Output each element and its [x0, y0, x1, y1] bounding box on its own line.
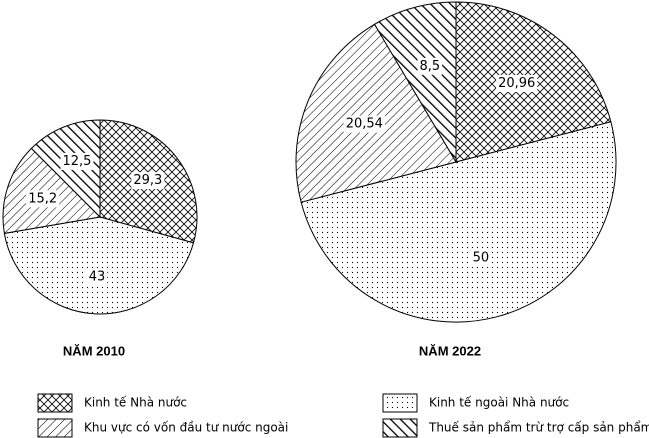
value-label-box — [131, 172, 165, 190]
pie-slice — [3, 216, 195, 315]
legend-swatch — [37, 418, 73, 438]
value-label: 15,2 — [28, 191, 57, 206]
pie-slice — [300, 121, 617, 323]
pie-slice — [373, 1, 457, 164]
legend-label: Kinh tế ngoài Nhà nước — [429, 396, 569, 410]
pie-slice — [295, 23, 457, 203]
value-label-box — [60, 152, 94, 170]
value-label: 29,3 — [133, 173, 162, 188]
value-label: 12,5 — [63, 154, 92, 169]
value-label-box — [496, 75, 538, 93]
legend-swatch — [382, 418, 418, 438]
legend-label: Kinh tế Nhà nước — [84, 396, 187, 410]
value-label: 50 — [473, 251, 490, 266]
value-label: 20,54 — [346, 117, 383, 132]
value-label-box — [417, 57, 443, 75]
legend-label: Khu vực có vốn đầu tư nước ngoài — [84, 421, 288, 435]
legend-label: Thuế sản phẩm trừ trợ cấp sản phẩm — [428, 421, 649, 435]
value-label: 8,5 — [419, 59, 440, 74]
legend-swatch — [382, 393, 418, 413]
legend-swatch — [37, 393, 73, 413]
chart-title: NĂM 2022 — [419, 343, 481, 358]
value-label: 43 — [89, 270, 106, 285]
value-label-box — [26, 190, 60, 208]
value-label-box — [86, 268, 108, 286]
chart-title: NĂM 2010 — [63, 343, 125, 358]
value-label-box — [343, 115, 385, 133]
value-label: 20,96 — [498, 76, 535, 91]
value-label-box — [470, 249, 492, 267]
